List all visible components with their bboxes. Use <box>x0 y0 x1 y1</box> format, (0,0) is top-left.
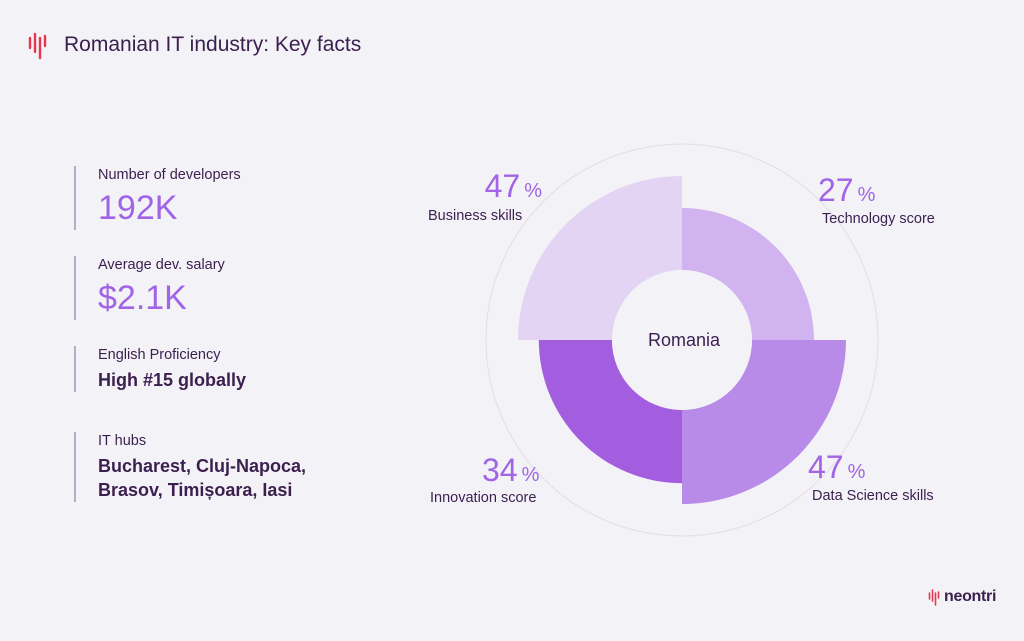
stat-label: Innovation score <box>430 490 537 506</box>
page-header: Romanian IT industry: Key facts <box>28 30 361 60</box>
fact-label: Average dev. salary <box>98 257 225 273</box>
outer-ring <box>485 143 879 537</box>
stat-data-science: 47% <box>808 449 865 486</box>
fact-label: Number of developers <box>98 167 241 183</box>
stat-innovation-label: Innovation score <box>430 490 536 506</box>
stat-business: 47% <box>470 168 542 205</box>
stat-value: 47 <box>808 449 844 485</box>
fact-developers: Number of developers 192K <box>74 166 241 230</box>
slice-innovation <box>538 340 682 484</box>
slice-technology <box>682 208 814 340</box>
stat-unit: % <box>847 461 866 483</box>
fact-label: English Proficiency <box>98 347 221 363</box>
stat-business-label: Business skills <box>428 208 522 224</box>
stat-technology-label: Technology score <box>822 211 935 227</box>
stat-label: Business skills <box>428 208 523 224</box>
fact-value: $2.1K <box>98 279 187 317</box>
pie-slices <box>518 176 846 504</box>
stat-data-science-label: Data Science skills <box>812 488 934 504</box>
stat-value: 27 <box>818 172 854 208</box>
pie-center-label: Romania <box>648 330 721 350</box>
stat-value: 34 <box>482 452 518 488</box>
stat-label: Data Science skills <box>812 488 934 504</box>
brand-name: neontri <box>944 588 997 605</box>
fact-english: English Proficiency High #15 globally <box>74 346 246 392</box>
stat-unit: % <box>857 184 876 206</box>
stat-unit: % <box>521 464 540 486</box>
fact-value: High #15 globally <box>98 370 247 390</box>
fact-value: 192K <box>98 189 178 227</box>
stat-unit: % <box>524 180 542 202</box>
neontri-logo-icon <box>928 589 940 606</box>
stat-technology: 27% <box>818 172 875 209</box>
fact-value-line1: Bucharest, Cluj-Napoca, <box>98 456 307 476</box>
page-title: Romanian IT industry: Key facts <box>64 33 362 56</box>
brand-logo: neontri <box>928 588 996 606</box>
stat-label: Technology score <box>822 211 935 227</box>
stat-value: 47 <box>484 168 521 204</box>
stat-innovation: 34% <box>482 452 539 489</box>
slice-business <box>518 176 682 340</box>
fact-salary: Average dev. salary $2.1K <box>74 256 225 320</box>
slice-data-science <box>682 340 846 504</box>
fact-it-hubs: IT hubs Bucharest, Cluj-Napoca, Brasov, … <box>74 432 306 502</box>
neontri-waveform-icon <box>28 32 47 60</box>
pie-center <box>612 270 752 410</box>
fact-value-line2: Brasov, Timișoara, Iasi <box>98 480 293 500</box>
fact-label: IT hubs <box>98 433 147 449</box>
